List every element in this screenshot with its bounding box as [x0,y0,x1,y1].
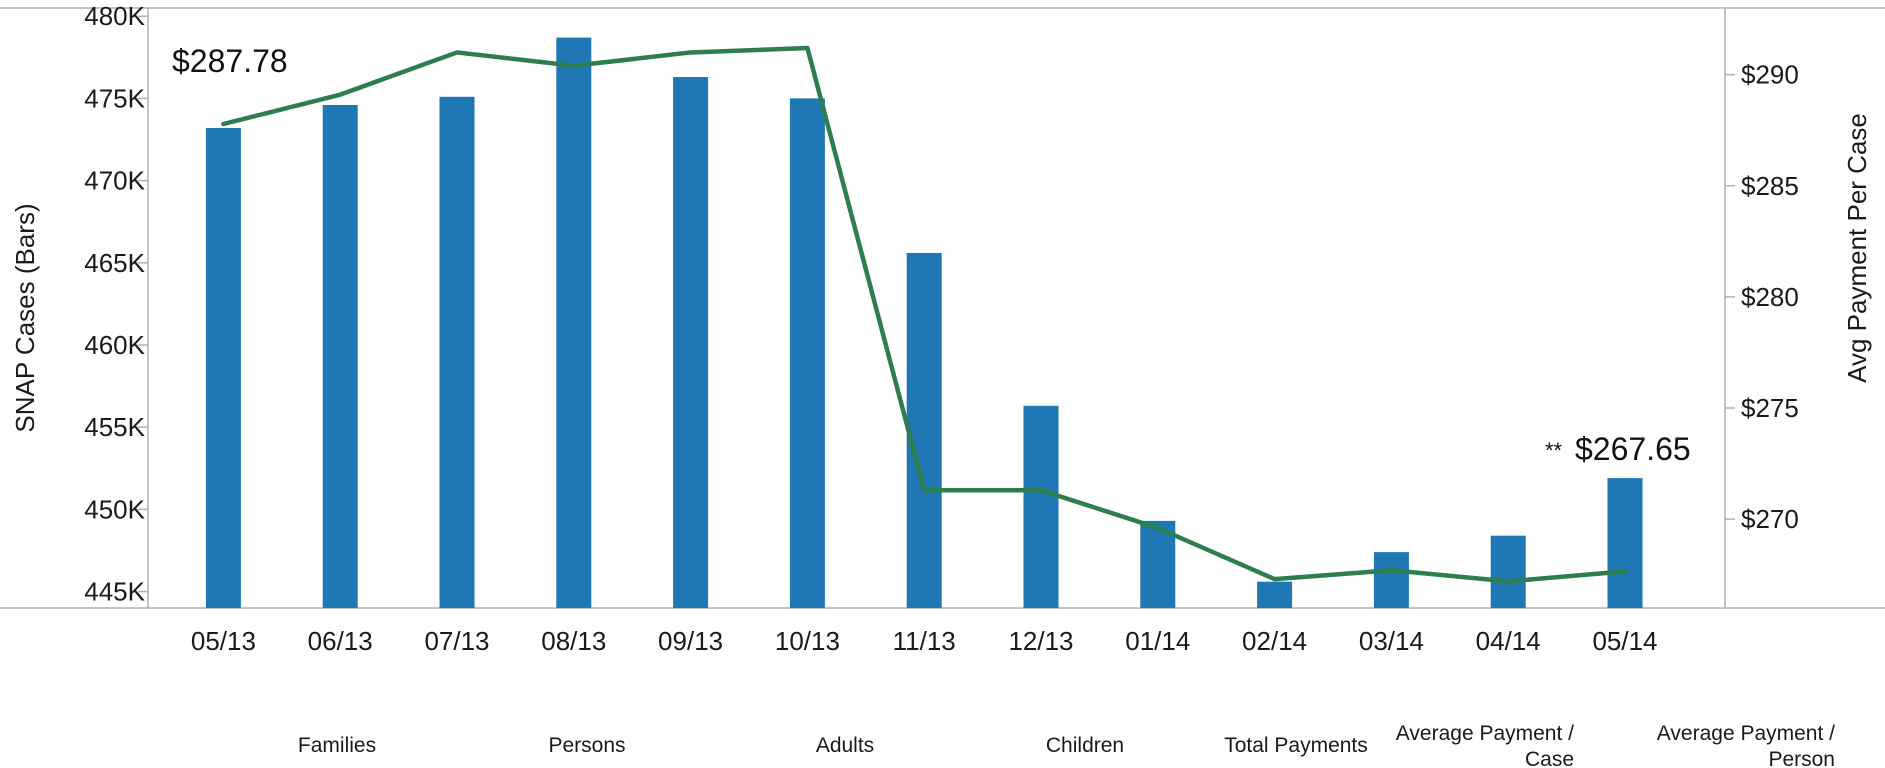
bar-10-13 [789,98,825,609]
right-y-tick-label: $270 [1741,504,1799,534]
x-tick-label: 11/13 [893,626,956,656]
line-series-group [221,45,1628,584]
left-y-tick-label: 475K [84,83,145,113]
first-point-label: $287.78 [172,43,288,79]
last-point-label: $267.65 [1575,431,1691,467]
x-tick-label: 09/13 [658,626,723,656]
footer-label: Total Payments [1224,734,1368,757]
bar-09-13 [673,77,709,609]
footer-label: Adults [816,734,874,757]
left-y-tick-label: 480K [84,1,145,31]
bar-04-14 [1490,535,1526,608]
right-y-tick-label: $275 [1741,393,1799,423]
x-tick-label: 06/13 [308,626,373,656]
last-point-prefix: ** [1545,438,1563,463]
left-y-tick-label: 455K [84,412,145,442]
labels-group: 05/13 06/13 07/13 08/13 09/13 10/13 11/13 12/13… [172,43,1691,656]
x-tick-label: 10/13 [775,626,840,656]
footer-label: Persons [548,734,625,757]
left-y-tick-label: 450K [84,494,145,524]
footer-label: Families [298,734,376,757]
right-y-tick-label: $285 [1741,171,1799,201]
footer-label: Case [1525,748,1574,768]
bar-03-14 [1373,552,1409,608]
right-y-tick-label: $290 [1741,60,1799,90]
x-tick-label: 08/13 [541,626,606,656]
bar-06-13 [322,104,358,608]
bar-02-14 [1257,581,1293,608]
left-y-tick-label: 460K [84,330,145,360]
bar-11-13 [906,252,942,608]
footer-label: Average Payment / [1396,722,1574,745]
footer-label: Person [1768,748,1835,768]
x-tick-label: 05/13 [191,626,256,656]
right-y-axis-title: Avg Payment Per Case [1842,113,1872,383]
bars-group [205,37,1643,609]
footer-labels-group: Families Persons Adults Children Total Payme… [298,722,1835,768]
footer-label: Children [1046,734,1124,757]
x-tick-label: 04/14 [1476,626,1541,656]
bar-08-13 [556,37,592,608]
bar-05-14 [1607,478,1643,608]
bar-05-13 [205,128,241,608]
left-y-tick-label: 465K [84,248,145,278]
left-y-axis-title: SNAP Cases (Bars) [10,203,40,432]
x-tick-label: 07/13 [424,626,489,656]
left-y-tick-label: 470K [84,166,145,196]
bar-07-13 [439,96,475,608]
axes-group: 445K 450K 455K 460K 465K 470K 475K 480K $270 $275… [0,1,1885,609]
left-y-tick-label: 445K [84,577,145,607]
x-tick-label: 02/14 [1242,626,1307,656]
footer-label: Average Payment / [1657,722,1835,745]
x-tick-label: 01/14 [1125,626,1190,656]
avg-payment-line [221,45,1628,584]
right-y-tick-label: $280 [1741,282,1799,312]
bar-12-13 [1023,405,1059,608]
x-tick-label: 03/14 [1359,626,1424,656]
x-tick-label: 05/14 [1592,626,1657,656]
x-tick-label: 12/13 [1008,626,1073,656]
